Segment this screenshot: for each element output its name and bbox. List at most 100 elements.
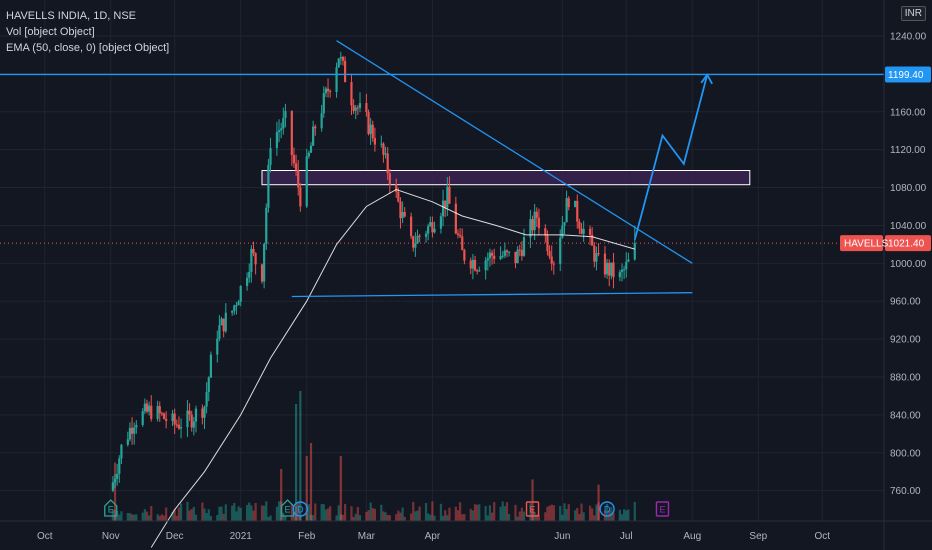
volume-bar [111, 509, 114, 521]
volume-bar [350, 506, 353, 521]
volume-bar [120, 511, 123, 521]
candle-body [478, 270, 481, 272]
volume-bar [418, 506, 421, 521]
volume-bar [220, 506, 223, 521]
x-tick-label: Nov [102, 531, 120, 542]
event-marker-label: D [604, 505, 611, 515]
candle-body [535, 211, 538, 218]
volume-bar [222, 513, 225, 521]
drawings-front[interactable] [0, 40, 884, 298]
candle-body [299, 187, 302, 207]
earnings-marker [104, 499, 118, 517]
volume-bar [384, 512, 387, 521]
candle-body [280, 128, 283, 131]
candle-body [593, 245, 596, 262]
candle-body [499, 256, 502, 259]
candle-body [448, 186, 451, 204]
volume-bar [463, 514, 466, 521]
volume-bar [439, 503, 443, 521]
candle-body [395, 184, 398, 192]
volume-bar [633, 501, 636, 521]
last-price-symbol-text: HAVELLS [844, 239, 889, 250]
candle-body [623, 269, 626, 271]
volume-bar [209, 515, 212, 521]
candle-body [275, 132, 279, 149]
x-tick-label: 2021 [230, 531, 253, 542]
volume-bar [567, 504, 570, 521]
candle-body [576, 200, 579, 222]
candle-body [416, 235, 419, 244]
volume-bar [358, 515, 362, 521]
volume-bar [297, 502, 300, 521]
candle-body [126, 439, 129, 445]
x-tick-label: Aug [683, 531, 701, 542]
volume-bar [627, 509, 630, 521]
volume-bar [143, 509, 146, 521]
drawings[interactable] [0, 170, 884, 244]
volume-bar [233, 503, 236, 521]
volume-bar [401, 507, 404, 521]
volume-bar [503, 506, 506, 521]
volume-bar [186, 501, 189, 521]
event-marker-label: D [297, 505, 304, 515]
level-tag [885, 66, 931, 83]
volume-bar [194, 514, 198, 521]
volume-bar [275, 506, 279, 521]
candle-body [203, 406, 206, 418]
volume-bar [559, 505, 562, 521]
projection-arrowhead [700, 73, 713, 85]
volume-bar [312, 515, 315, 521]
candle-body [380, 143, 383, 145]
candle-body [484, 260, 487, 271]
candle-body [552, 263, 555, 265]
candle-body [463, 250, 466, 261]
volume-bar [473, 504, 477, 521]
volume-bar [620, 514, 624, 521]
volume-bar [254, 503, 257, 521]
candle-body [352, 105, 355, 111]
candle-body [397, 191, 400, 202]
candle-body [507, 251, 511, 253]
volume-bar [203, 508, 206, 521]
x-tick-label: Jul [620, 531, 633, 542]
currency-badge[interactable]: INR [900, 6, 926, 21]
y-tick-label: 800.00 [890, 448, 921, 459]
ema50-line [150, 188, 635, 548]
candle-body [314, 126, 317, 129]
volume-bar [158, 515, 161, 521]
volume-bar [118, 514, 121, 521]
last-price-tag-text: 1021.40 [888, 239, 925, 250]
volume-bar [171, 511, 174, 521]
candle-body [546, 235, 549, 252]
volume-bar [618, 509, 621, 521]
candle-body [373, 138, 377, 145]
candle-body [192, 421, 195, 428]
volume-bar-spike [294, 404, 298, 521]
candle-body [401, 212, 404, 219]
volume-bar [486, 515, 489, 521]
level-tag-text: 1199.40 [888, 70, 924, 81]
y-tick-label: 920.00 [890, 335, 921, 346]
volume-bar [130, 514, 134, 521]
volume-bar [188, 510, 191, 521]
volume-bar [427, 513, 430, 521]
volume-bar [469, 508, 472, 521]
candle-body [503, 250, 506, 256]
candle-body [209, 354, 212, 378]
candle-body [190, 414, 193, 428]
legend-volume: Vol [object Object] [6, 26, 95, 38]
candle-body [605, 262, 609, 275]
volume-bar [429, 514, 432, 521]
volume-bar [239, 507, 242, 521]
candle-body [326, 88, 330, 92]
candle-body [335, 67, 338, 93]
volume-bar [478, 504, 481, 521]
legend-title: HAVELLS INDIA, 1D, NSE [6, 10, 137, 22]
candle-body [329, 91, 332, 93]
last-price-tag [885, 235, 931, 252]
candle-body [350, 82, 353, 106]
volume-bar [235, 511, 238, 521]
volume-bar [201, 502, 204, 521]
